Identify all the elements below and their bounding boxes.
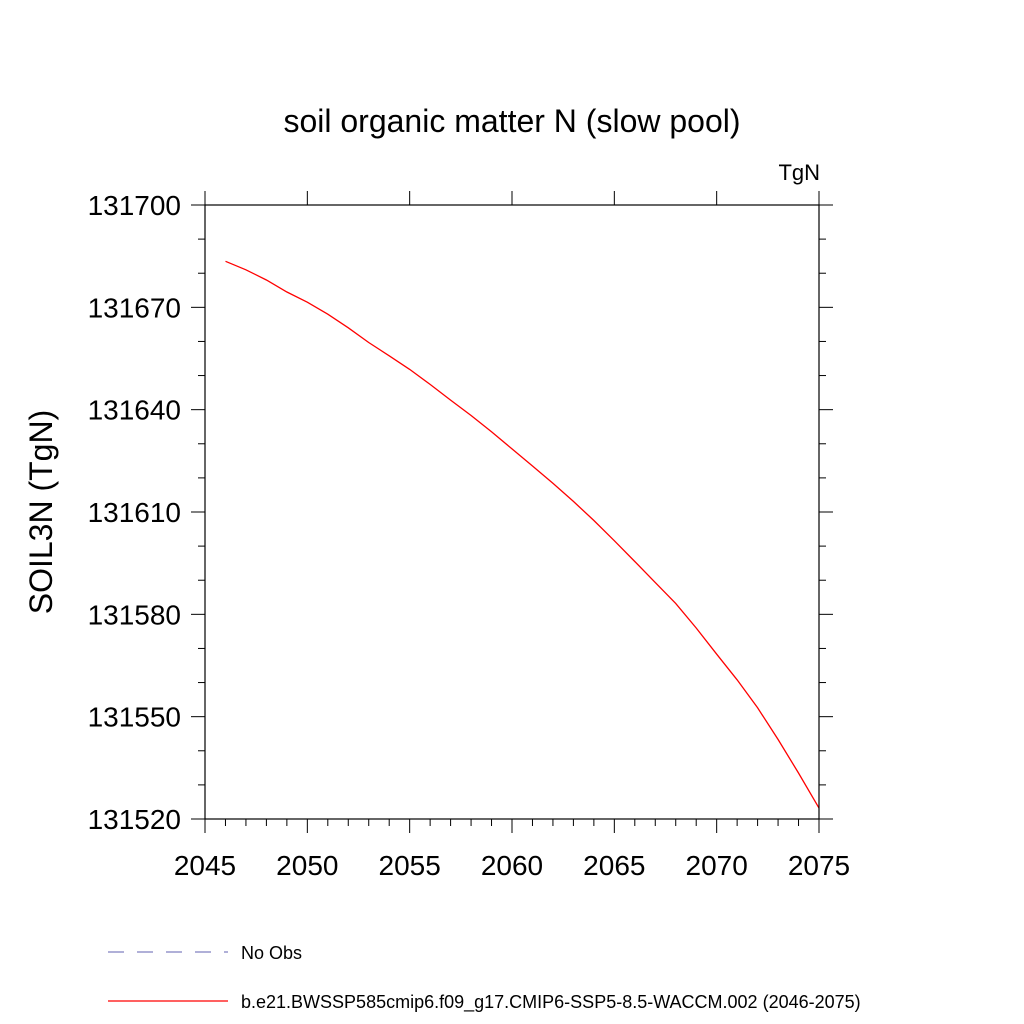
- x-tick-label: 2055: [379, 850, 441, 881]
- y-tick-label: 131520: [88, 804, 181, 835]
- x-tick-label: 2065: [583, 850, 645, 881]
- x-tick-label: 2045: [174, 850, 236, 881]
- y-tick-label: 131670: [88, 292, 181, 323]
- x-tick-label: 2050: [276, 850, 338, 881]
- legend-label: No Obs: [241, 943, 302, 963]
- axis-ticks: 131520 131550 131580 131610 131640 131670 1317…: [88, 190, 851, 881]
- x-tick-label: 2070: [686, 850, 748, 881]
- x-tick-label: 2075: [788, 850, 850, 881]
- y-tick-label: 131580: [88, 599, 181, 630]
- y-axis-label: SOIL3N (TgN): [23, 410, 59, 614]
- series-line: [225, 260, 820, 809]
- y-tick-label: 131550: [88, 702, 181, 733]
- y-tick-label: 131610: [88, 497, 181, 528]
- legend-label: b.e21.BWSSP585cmip6.f09_g17.CMIP6-SSP5-8…: [241, 992, 861, 1013]
- legend: No Obs b.e21.BWSSP585cmip6.f09_g17.CMIP6-…: [108, 943, 861, 1013]
- chart-title: soil organic matter N (slow pool): [283, 103, 740, 139]
- plot-frame: [204, 204, 820, 820]
- y-tick-label: 131700: [88, 190, 181, 221]
- y-tick-label: 131640: [88, 395, 181, 426]
- plot-series: [225, 260, 820, 809]
- units-label: TgN: [778, 160, 820, 185]
- x-tick-label: 2060: [481, 850, 543, 881]
